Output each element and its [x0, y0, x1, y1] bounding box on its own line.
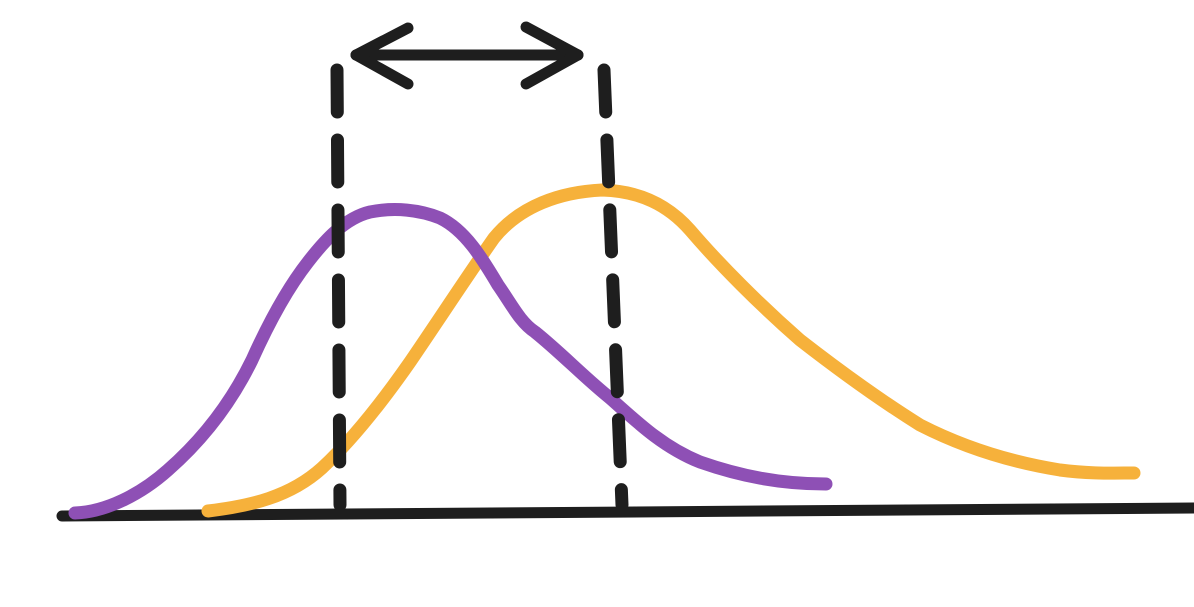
distribution-1-curve [68, 203, 833, 520]
dashed-marker-right [597, 63, 629, 512]
double-arrow-left-head [350, 22, 414, 90]
double-arrow-right-head [520, 21, 584, 90]
distribution-2-curve [201, 183, 1141, 518]
baseline-axis [56, 502, 1194, 522]
double-arrow [350, 21, 584, 90]
dashed-marker-left [330, 63, 347, 512]
